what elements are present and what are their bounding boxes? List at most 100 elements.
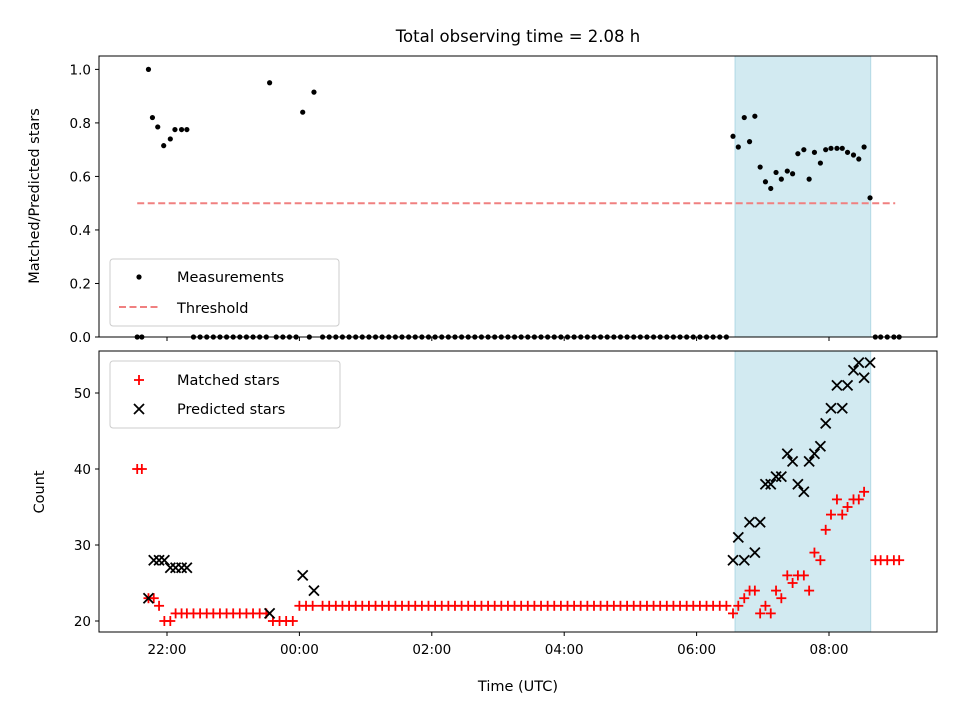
bottom-y-axis-label: Count [32, 470, 48, 513]
matched-star-point [148, 593, 159, 604]
matched-star-point [894, 555, 905, 566]
predicted-star-stroke-b [831, 379, 843, 392]
bottom-axes-frame [98, 350, 938, 633]
matched-star-point [760, 600, 771, 611]
top-legend-box [109, 258, 340, 327]
top-y-tick-label: 1.0 [70, 62, 91, 78]
predicted-star-stroke-b [153, 554, 165, 566]
predicted-star-stroke-b [164, 562, 176, 574]
predicted-star-point [798, 486, 810, 498]
measurement-point [856, 156, 862, 162]
top-y-tick-label: 0.2 [70, 276, 91, 292]
matched-star-point [820, 524, 831, 535]
top-y-tick-label: 0.0 [70, 330, 91, 346]
predicted-star-stroke-b [841, 379, 854, 392]
measurement-point [789, 171, 796, 177]
measurement-point [773, 169, 779, 176]
predicted-star-stroke-b [803, 455, 815, 468]
top-axes-frame [98, 55, 938, 338]
matched-star-point [787, 578, 798, 588]
matched-star-point [771, 585, 782, 596]
predicted-star-stroke-b [786, 455, 799, 468]
measurement-point [155, 124, 161, 130]
predicted-star-point [858, 372, 870, 384]
bottom-y-tick-label: 20 [74, 614, 91, 630]
predicted-star-stroke-b [743, 516, 756, 528]
top-y-tick-label: 0.8 [70, 116, 91, 132]
predicted-star-stroke-b [754, 516, 766, 528]
matched-star-point [831, 494, 842, 505]
measurement-point [741, 114, 747, 121]
predicted-star-stroke-b [847, 364, 860, 376]
measurement-point [795, 151, 801, 157]
predicted-star-stroke-b [308, 584, 320, 597]
predicted-star-stroke-b [749, 546, 761, 559]
predicted-star-point [864, 356, 876, 369]
predicted-star-point [825, 402, 837, 414]
predicted-star-point [847, 364, 860, 376]
bottom-y-tick-label: 30 [74, 538, 91, 554]
predicted-star-point [738, 554, 750, 566]
top-legend: Measurements Threshold [109, 258, 340, 327]
top-y-axis-label: Matched/Predicted stars [27, 108, 43, 284]
predicted-star-point [841, 379, 854, 392]
predicted-star-point [749, 546, 761, 559]
bottom-x-tick-label: 22:00 [148, 642, 187, 658]
predicted-star-point [175, 562, 188, 574]
legend-measurements-marker [136, 274, 142, 280]
legend-matched-label: Matched stars [177, 373, 280, 389]
measurement-point [850, 152, 857, 158]
predicted-star-stroke-b [148, 554, 160, 566]
matched-star-point [165, 616, 176, 626]
measurement-point [757, 164, 763, 170]
predicted-star-stroke-b [142, 592, 155, 604]
predicted-star-point [743, 516, 756, 528]
matched-star-point [837, 509, 848, 520]
predicted-star-point [181, 562, 193, 574]
bottom-legend: Matched stars Predicted stars [109, 360, 341, 429]
legend-predicted-stroke-b [133, 403, 145, 415]
measurement-point [161, 143, 167, 149]
predicted-star-stroke-b [297, 569, 309, 582]
measurement-point [746, 139, 753, 145]
matched-star-point [853, 494, 864, 505]
bottom-legend-box [109, 360, 341, 429]
measurement-point [267, 80, 273, 86]
predicted-star-point [808, 448, 821, 460]
matched-star-point [798, 570, 809, 581]
matched-star-point [728, 608, 739, 619]
predicted-star-point [820, 417, 832, 430]
top-y-tick-label: 0.4 [70, 223, 91, 239]
bottom-x-tick-label: 06:00 [677, 642, 716, 658]
matched-star-point [842, 502, 853, 512]
predicted-star-point [831, 379, 843, 392]
matched-star-point [739, 593, 750, 604]
measurement-point [839, 145, 845, 151]
bottom-x-tick-label: 00:00 [280, 642, 319, 658]
predicted-star-point [308, 584, 320, 597]
predicted-star-stroke-b [770, 470, 782, 483]
predicted-star-stroke-b [858, 372, 870, 384]
predicted-star-point [770, 470, 782, 483]
matched-star-point [721, 600, 732, 611]
bottom-x-tick-label: 04:00 [545, 642, 584, 658]
measurement-point [145, 66, 152, 72]
measurement-point [867, 195, 873, 201]
predicted-star-stroke-b [175, 562, 188, 574]
top-y-tick-label: 0.6 [70, 169, 91, 185]
predicted-star-point [759, 478, 772, 490]
bottom-panel: 20 30 40 50 22:00 00:00 02:00 04:00 06:00 08:00 Ma… [74, 350, 938, 658]
predicted-star-point [732, 531, 744, 544]
chart-title: Total observing time = 2.08 h [395, 27, 640, 46]
measurement-point [735, 144, 741, 150]
matched-star-point [804, 585, 815, 596]
matched-star-point [307, 600, 318, 611]
predicted-star-stroke-b [781, 448, 793, 460]
predicted-star-stroke-b [864, 356, 876, 369]
matched-star-point [733, 600, 744, 611]
measurement-point [752, 113, 758, 119]
legend-predicted-marker [133, 403, 145, 415]
matched-star-point [782, 570, 793, 581]
measurement-point [806, 176, 812, 182]
